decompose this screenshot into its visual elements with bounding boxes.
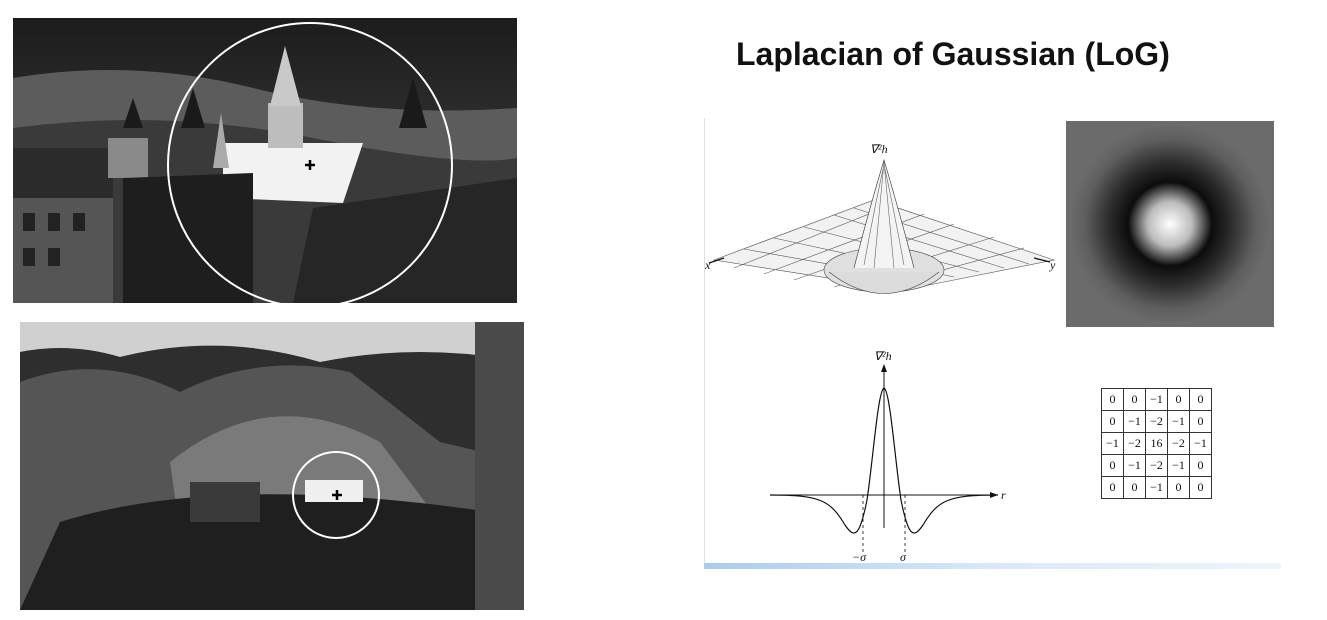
kernel-row: 0 −1 −2 −1 0 — [1101, 454, 1212, 477]
figure-bottom-band — [704, 563, 1281, 569]
kernel-cell: −2 — [1167, 432, 1190, 455]
mountain-photo-bottom — [20, 322, 524, 610]
log-surface-plot — [708, 158, 1056, 294]
kernel-cell: 0 — [1189, 476, 1212, 499]
kernel-cell: −1 — [1189, 432, 1212, 455]
kernel-row: 0 0 −1 0 0 — [1101, 388, 1212, 411]
profile-neg-sigma-label: −σ — [852, 550, 867, 564]
surface-z-label: ∇²h — [870, 142, 888, 156]
profile-r-label: r — [1001, 488, 1006, 502]
kernel-cell: 0 — [1167, 388, 1190, 411]
kernel-cell: 0 — [1189, 454, 1212, 477]
kernel-cell: 0 — [1101, 410, 1124, 433]
log-kernel-table: 0 0 −1 0 0 0 −1 −2 −1 0 −1 −2 16 −2 −1 0 −1 −2 −1 0 0 0 −1 0 0 — [1101, 388, 1212, 499]
kernel-row: −1 −2 16 −2 −1 — [1101, 432, 1212, 455]
kernel-cell: −2 — [1145, 410, 1168, 433]
kernel-cell: −2 — [1123, 432, 1146, 455]
kernel-cell: 0 — [1189, 388, 1212, 411]
kernel-cell: −1 — [1123, 410, 1146, 433]
kernel-cell: −1 — [1167, 410, 1190, 433]
profile-pos-sigma-label: σ — [900, 550, 906, 564]
page-title: Laplacian of Gaussian (LoG) — [736, 36, 1170, 72]
kernel-cell: 0 — [1167, 476, 1190, 499]
kernel-cell: −1 — [1145, 476, 1168, 499]
kernel-cell: 0 — [1101, 476, 1124, 499]
surface-x-label: x — [705, 258, 711, 272]
kernel-cell: −1 — [1101, 432, 1124, 455]
log-kernel-image — [1066, 121, 1274, 327]
kernel-cell: 0 — [1189, 410, 1212, 433]
kernel-cell: 16 — [1145, 432, 1168, 455]
kernel-cell: 0 — [1101, 388, 1124, 411]
kernel-cell: 0 — [1123, 388, 1146, 411]
kernel-cell: −2 — [1145, 454, 1168, 477]
kernel-row: 0 −1 −2 −1 0 — [1101, 410, 1212, 433]
kernel-cell: 0 — [1123, 476, 1146, 499]
kernel-cell: 0 — [1101, 454, 1124, 477]
log-profile-plot — [770, 364, 999, 552]
surface-y-label: y — [1050, 258, 1056, 272]
kernel-cell: −1 — [1145, 388, 1168, 411]
kernel-cell: −1 — [1167, 454, 1190, 477]
kernel-cell: −1 — [1123, 454, 1146, 477]
kernel-row: 0 0 −1 0 0 — [1101, 476, 1212, 499]
church-photo-top — [13, 18, 517, 303]
profile-y-label: ∇²h — [874, 349, 892, 363]
